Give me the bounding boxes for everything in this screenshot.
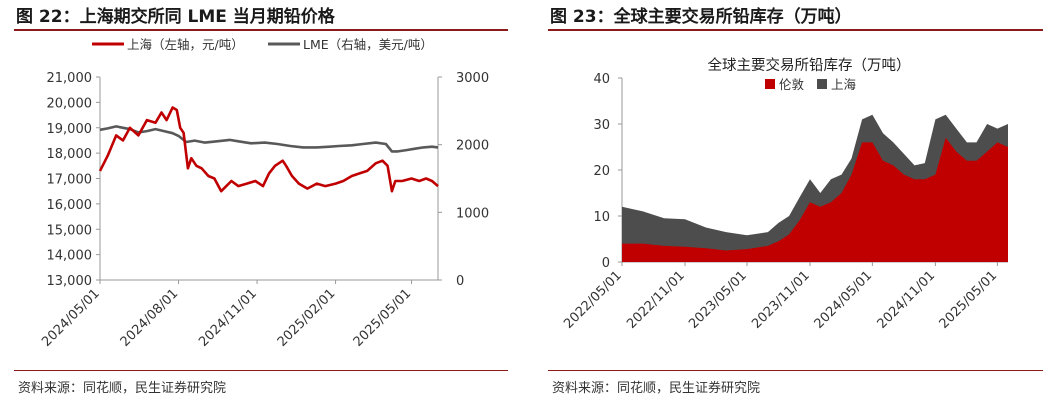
title-rule: [548, 29, 1043, 31]
legend-label-shanghai: 上海（左轴，元/吨）: [127, 37, 244, 52]
x-tick-label: 2023/11/01: [749, 268, 813, 332]
figure-title: 图 23：全球主要交易所铅库存（万吨）: [550, 7, 852, 27]
legend-label-london: 伦敦: [779, 77, 805, 92]
left-y-tick-label: 15,000: [47, 223, 93, 238]
x-tick-label: 2024/05/01: [812, 268, 876, 332]
legend-swatch-london: [765, 79, 775, 89]
area-london-stock: [622, 137, 1008, 262]
panel-lead-inventory: 图 23：全球主要交易所铅库存（万吨） 全球主要交易所铅库存（万吨） 伦敦 上海 40…: [534, 0, 1057, 405]
left-y-tick-label: 13,000: [47, 274, 93, 289]
source-rule: [548, 370, 1043, 371]
x-tick-label: 2024/11/01: [875, 268, 939, 332]
series-line-lme: [99, 125, 439, 153]
left-y-tick-label: 20,000: [47, 96, 93, 111]
left-y-tick-label: 18,000: [47, 147, 93, 162]
right-y-tick-label: 2000: [456, 139, 489, 154]
x-tick-label: 2023/05/01: [686, 268, 750, 332]
right-y-tick-label: 0: [456, 274, 464, 289]
y-tick-label: 10: [593, 210, 610, 225]
legend-label-lme: LME（右轴，美元/吨）: [303, 37, 433, 52]
title-rule: [14, 29, 508, 31]
right-y-tick-label: 1000: [456, 206, 489, 221]
left-y-tick-label: 14,000: [47, 249, 93, 264]
x-tick-label: 2024/05/01: [39, 286, 103, 350]
y-tick-label: 30: [593, 118, 610, 133]
series-line-shanghai: [98, 106, 439, 193]
x-tick-label: 2025/05/01: [937, 268, 1001, 332]
panel-shanghai-lme-price: 图 22：上海期交所同 LME 当月期铅价格 21,000 20,000 19,00…: [0, 0, 522, 405]
source-note: 资料来源：同花顺，民生证券研究院: [18, 381, 227, 396]
y-tick-label: 0: [602, 256, 610, 271]
x-tick-label: 2025/05/01: [351, 286, 415, 350]
left-y-tick-label: 19,000: [47, 122, 93, 137]
y-tick-label: 40: [593, 72, 610, 87]
left-y-tick-label: 21,000: [47, 71, 93, 86]
price-line-chart: 21,000 20,000 19,000 18,000 17,000 16,000 15,0…: [39, 37, 489, 350]
y-tick-label: 20: [593, 164, 610, 179]
source-note: 资料来源：同花顺，民生证券研究院: [552, 381, 761, 396]
source-rule: [14, 370, 508, 371]
x-tick-label: 2022/05/01: [561, 268, 625, 332]
chart-title: 全球主要交易所铅库存（万吨）: [708, 56, 911, 74]
x-tick-label: 2022/11/01: [624, 268, 688, 332]
x-tick-label: 2024/11/01: [196, 286, 260, 350]
legend-label-shanghai: 上海: [831, 77, 857, 92]
x-tick-label: 2024/08/01: [118, 286, 182, 350]
right-y-tick-label: 3000: [456, 71, 489, 86]
figure-title: 图 22：上海期交所同 LME 当月期铅价格: [16, 7, 335, 27]
x-tick-label: 2025/02/01: [275, 286, 339, 350]
legend-swatch-shanghai: [817, 79, 827, 89]
left-y-tick-label: 17,000: [47, 173, 93, 188]
left-y-tick-label: 16,000: [47, 198, 93, 213]
